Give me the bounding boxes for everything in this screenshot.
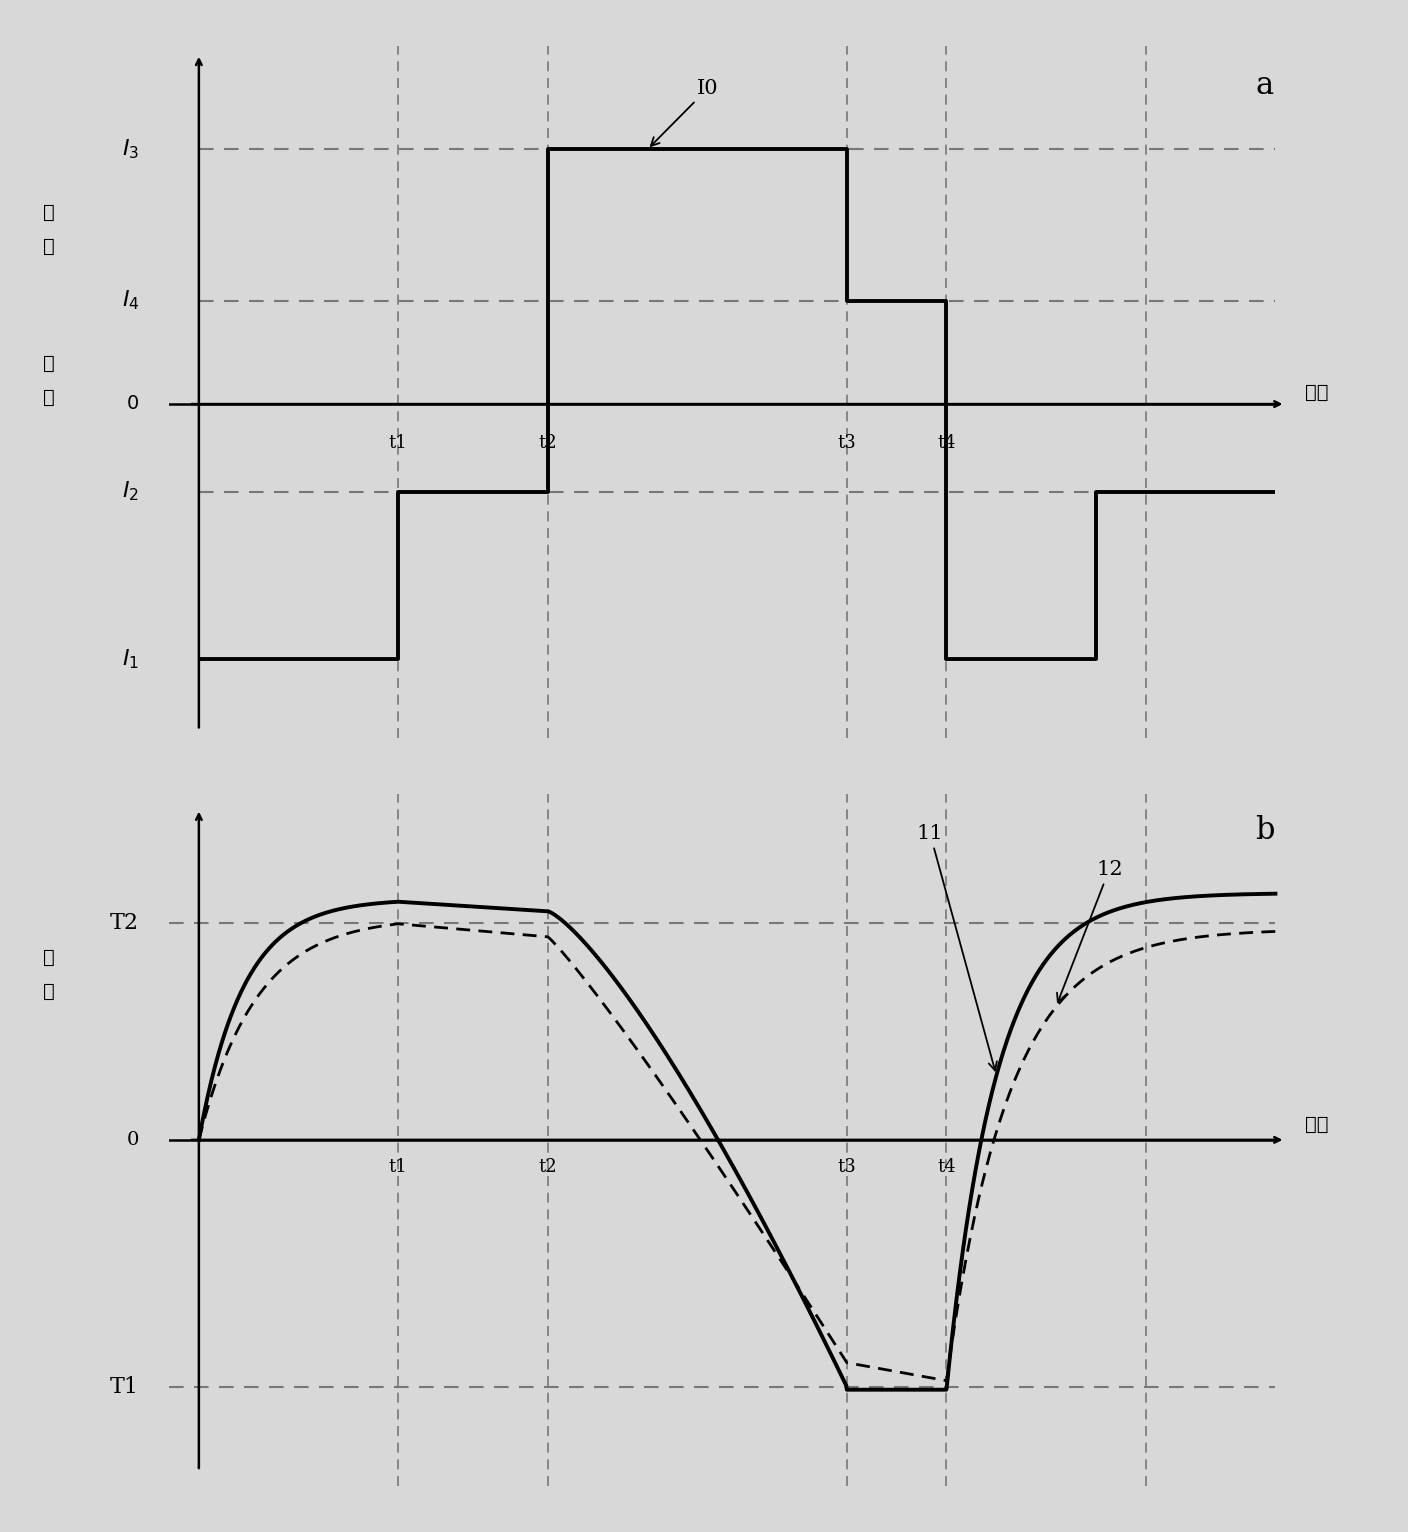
Text: b: b: [1256, 815, 1276, 846]
Text: 时间: 时间: [1305, 1115, 1329, 1134]
Text: 12: 12: [1057, 859, 1122, 1002]
Text: t4: t4: [938, 434, 956, 452]
Text: 温
度: 温 度: [44, 948, 55, 1000]
Text: T2: T2: [110, 912, 139, 935]
Text: 11: 11: [917, 824, 997, 1071]
Text: $I_4$: $I_4$: [121, 290, 139, 313]
Text: 0: 0: [127, 1131, 139, 1149]
Text: $0$: $0$: [127, 395, 139, 414]
Text: t3: t3: [838, 434, 856, 452]
Text: 脉
冲: 脉 冲: [44, 202, 55, 256]
Text: t1: t1: [389, 434, 407, 452]
Text: $I_3$: $I_3$: [122, 138, 139, 161]
Text: 时间: 时间: [1305, 383, 1329, 401]
Text: $I_2$: $I_2$: [122, 480, 139, 504]
Text: T1: T1: [110, 1376, 139, 1397]
Text: t4: t4: [938, 1158, 956, 1177]
Text: a: a: [1256, 70, 1274, 101]
Text: t3: t3: [838, 1158, 856, 1177]
Text: t1: t1: [389, 1158, 407, 1177]
Text: 电
流: 电 流: [44, 354, 55, 406]
Text: $I_1$: $I_1$: [122, 647, 139, 671]
Text: t2: t2: [538, 434, 558, 452]
Text: t2: t2: [538, 1158, 558, 1177]
Text: I0: I0: [650, 78, 719, 146]
